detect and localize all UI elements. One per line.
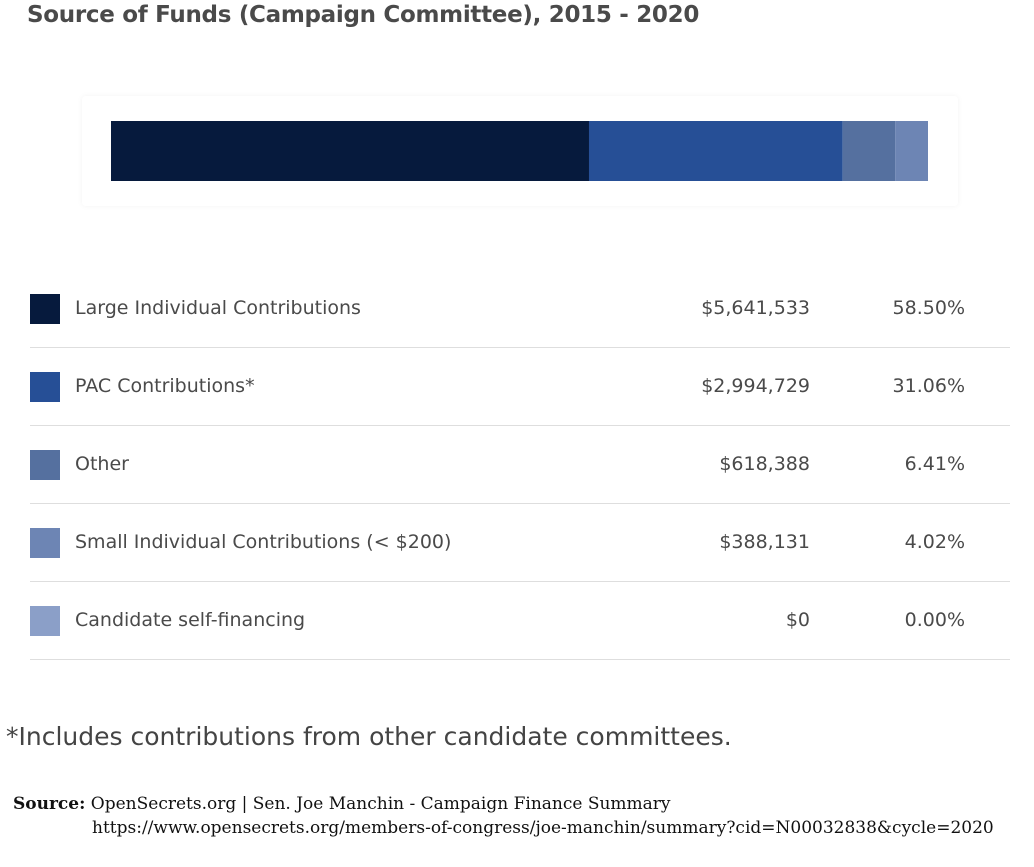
- source-line: Source: OpenSecrets.org | Sen. Joe Manch…: [13, 793, 671, 815]
- legend-label: Large Individual Contributions: [75, 297, 361, 319]
- legend-amount: $5,641,533: [701, 297, 810, 319]
- stacked-bar-card: [82, 96, 958, 206]
- bar-segment-2[interactable]: [588, 121, 843, 181]
- legend-percent: 6.41%: [904, 453, 965, 475]
- legend-percent: 31.06%: [892, 375, 965, 397]
- bar-segment-1[interactable]: [111, 121, 589, 181]
- legend-swatch: [30, 450, 60, 480]
- legend-percent: 0.00%: [904, 609, 965, 631]
- legend-label: Small Individual Contributions (< $200): [75, 531, 452, 553]
- bar-segment-4[interactable]: [895, 121, 928, 181]
- legend-row: Small Individual Contributions (< $200) $…: [30, 504, 1010, 582]
- legend-swatch: [30, 528, 60, 558]
- source-text: OpenSecrets.org | Sen. Joe Manchin - Cam…: [90, 794, 671, 814]
- legend-amount: $2,994,729: [701, 375, 810, 397]
- legend-amount: $0: [785, 609, 810, 631]
- legend-label: PAC Contributions*: [75, 375, 255, 397]
- footnote: *Includes contributions from other candi…: [6, 722, 732, 751]
- legend-row: Candidate self-financing $0 0.00%: [30, 582, 1010, 660]
- legend-percent: 4.02%: [904, 531, 965, 553]
- stacked-bar-chart: [111, 121, 928, 181]
- source-label: Source:: [13, 794, 86, 814]
- legend-swatch: [30, 372, 60, 402]
- source-url: https://www.opensecrets.org/members-of-c…: [92, 818, 994, 838]
- legend-row: Other $618,388 6.41%: [30, 426, 1010, 504]
- bar-segment-3[interactable]: [842, 121, 896, 181]
- legend-percent: 58.50%: [892, 297, 965, 319]
- chart-title: Source of Funds (Campaign Committee), 20…: [27, 2, 700, 28]
- legend-swatch: [30, 294, 60, 324]
- legend-amount: $618,388: [719, 453, 810, 475]
- legend-row: PAC Contributions* $2,994,729 31.06%: [30, 348, 1010, 426]
- legend-swatch: [30, 606, 60, 636]
- legend-table: Large Individual Contributions $5,641,533…: [30, 270, 1010, 660]
- legend-label: Candidate self-financing: [75, 609, 306, 631]
- legend-label: Other: [75, 453, 129, 475]
- legend-amount: $388,131: [719, 531, 810, 553]
- legend-row: Large Individual Contributions $5,641,533…: [30, 270, 1010, 348]
